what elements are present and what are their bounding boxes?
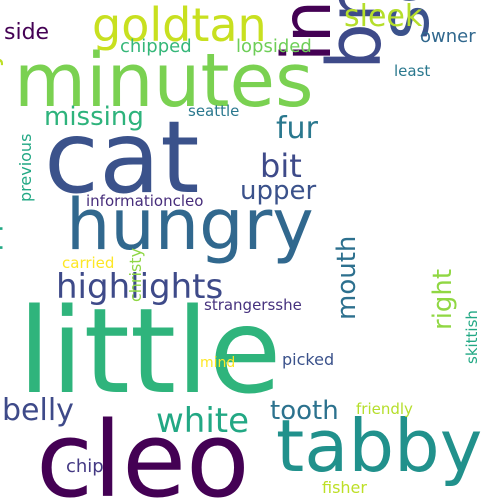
word-tooth: tooth — [270, 396, 339, 426]
word-tabby: tabby — [276, 404, 483, 488]
word-cleo: cleo — [36, 399, 250, 500]
word-white: white — [156, 401, 250, 441]
word-goldtan: goldtan — [92, 0, 267, 52]
word-minutes: minutes — [14, 38, 314, 124]
word-strangersshe: strangersshe — [204, 296, 302, 314]
word-informationcleo: informationcleo — [86, 192, 204, 210]
word-fluffy: fluffy — [0, 50, 4, 122]
word-belly: belly — [2, 393, 74, 428]
word-bit: bit — [260, 147, 302, 185]
word-hungry: hungry — [66, 184, 314, 266]
word-chipped: chipped — [120, 36, 192, 57]
word-christy: christy — [126, 247, 145, 302]
word-chip: chip — [66, 456, 104, 477]
word-skittish: skittish — [463, 310, 481, 364]
word-carried: carried — [62, 254, 115, 272]
word-appear: appear — [0, 164, 4, 270]
word-seattle: seattle — [188, 102, 240, 120]
word-little: little — [18, 282, 282, 420]
word-sleek: sleek — [344, 0, 423, 34]
word-picked: picked — [282, 350, 335, 369]
word-fur: fur — [276, 111, 318, 146]
word-least: least — [394, 62, 431, 80]
word-missing: missing — [44, 102, 144, 132]
word-friendly: friendly — [356, 400, 413, 418]
word-owner: owner — [420, 26, 476, 47]
word-previous: previous — [16, 133, 35, 202]
word-mouth: mouth — [332, 235, 362, 320]
word-cat: cat — [44, 99, 200, 216]
word-lopsided: lopsided — [236, 36, 312, 57]
word-side: side — [4, 20, 50, 45]
word-highlights: highlights — [56, 267, 224, 307]
word-fisher: fisher — [322, 478, 367, 497]
word-upper: upper — [240, 176, 317, 206]
word-mind: mind — [200, 355, 236, 371]
word-right: right — [428, 268, 458, 330]
